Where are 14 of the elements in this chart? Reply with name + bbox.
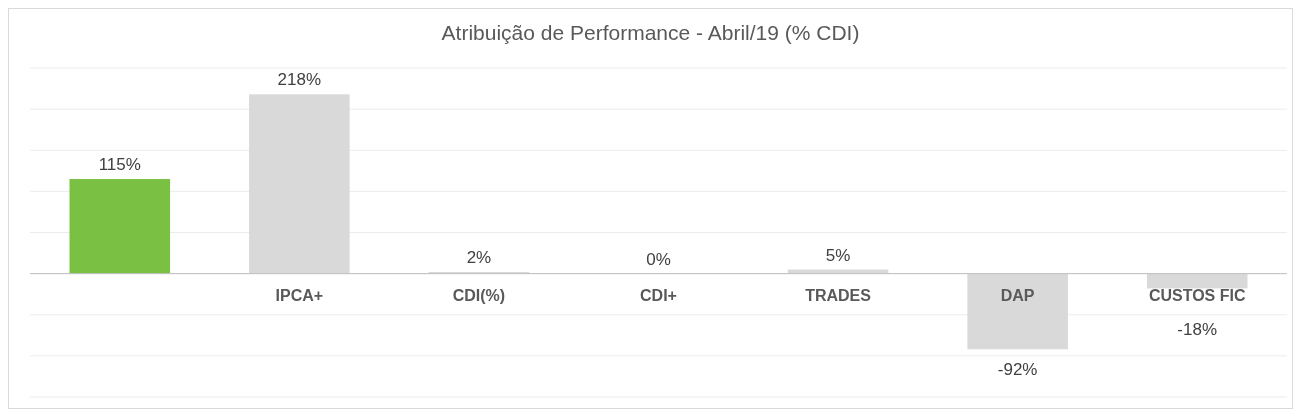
data-label: 2%: [466, 247, 492, 267]
x-tick-label: CUSTOS FIC: [1148, 286, 1246, 304]
data-label: 115%: [98, 155, 141, 175]
data-label: -18%: [1177, 319, 1218, 339]
data-label: -92%: [997, 360, 1038, 380]
data-label: 5%: [825, 245, 851, 265]
x-tick-label: CDI(%): [452, 286, 506, 304]
chart-title: Atribuição de Performance - Abril/19 (% CDI): [441, 21, 860, 44]
x-tick-label: TRADES: [805, 286, 872, 304]
x-tick-label: DAP: [1000, 286, 1035, 304]
data-label: 0%: [646, 249, 671, 269]
data-label: 218%: [277, 70, 322, 90]
x-tick-label: CDI+: [640, 286, 677, 304]
x-tick-label: IPCA+: [275, 286, 324, 304]
